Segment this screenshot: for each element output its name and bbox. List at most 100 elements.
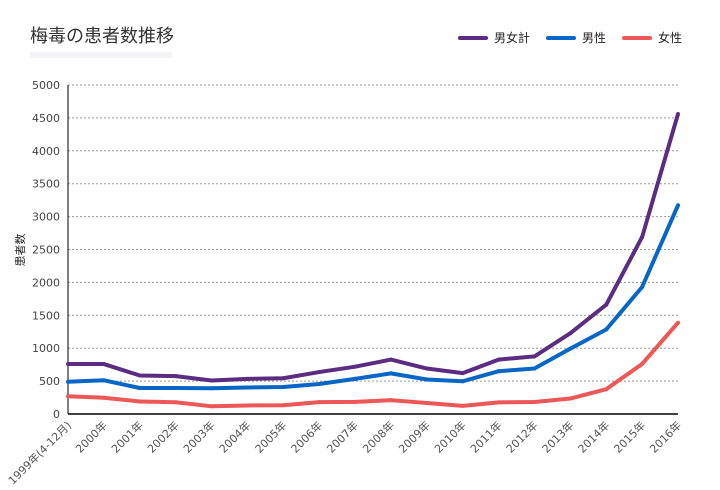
data-point <box>424 366 429 371</box>
data-point <box>137 386 142 391</box>
data-point <box>137 399 142 404</box>
data-point <box>460 403 465 408</box>
x-tick-label: 2009年 <box>395 418 432 455</box>
legend-swatch <box>545 35 576 40</box>
x-tick-label: 1999年(4-12月) <box>5 418 74 487</box>
data-point <box>604 302 609 307</box>
y-axis-label: 患者数 <box>14 234 27 267</box>
data-point <box>245 376 250 381</box>
data-point <box>640 285 645 290</box>
y-tick-label: 4500 <box>32 112 60 125</box>
data-point <box>317 381 322 386</box>
data-point <box>388 371 393 376</box>
legend-item-male[interactable]: 男性 <box>545 29 606 46</box>
data-point <box>353 364 358 369</box>
data-point <box>640 234 645 239</box>
data-point <box>173 385 178 390</box>
x-tick-label: 2007年 <box>324 418 361 455</box>
x-tick-label: 2013年 <box>539 418 576 455</box>
data-point <box>388 398 393 403</box>
x-tick-label: 2008年 <box>360 418 397 455</box>
y-tick-label: 5000 <box>32 79 60 92</box>
y-tick-label: 1500 <box>32 309 60 322</box>
legend: 男女計 男性 女性 <box>457 29 682 46</box>
series-line-女性 <box>67 321 680 409</box>
x-tick-label: 2015年 <box>611 418 648 455</box>
data-point <box>604 327 609 332</box>
legend-label: 女性 <box>657 31 682 45</box>
series-line-男性 <box>67 204 680 391</box>
x-tick-label: 2016年 <box>647 418 684 455</box>
data-point <box>281 403 286 408</box>
y-tick-label: 2000 <box>32 276 60 289</box>
chart-title: 梅毒の患者数推移 <box>30 26 174 47</box>
legend-label: 男女計 <box>493 31 530 45</box>
data-point <box>317 400 322 405</box>
y-tick-label: 0 <box>53 408 60 421</box>
data-point <box>317 370 322 375</box>
data-point <box>640 361 645 366</box>
data-point <box>532 354 537 359</box>
x-tick-label: 2010年 <box>431 418 468 455</box>
x-tick-label: 2000年 <box>73 418 110 455</box>
data-point <box>460 379 465 384</box>
x-tick-label: 2002年 <box>144 418 181 455</box>
data-point <box>568 346 573 351</box>
data-point <box>532 399 537 404</box>
data-point <box>101 378 106 383</box>
data-point <box>676 112 680 117</box>
data-point <box>173 400 178 405</box>
x-tick-label: 2003年 <box>180 418 217 455</box>
legend-swatch <box>621 35 652 40</box>
data-point <box>496 369 501 374</box>
data-point <box>424 377 429 382</box>
data-point <box>66 394 70 399</box>
y-tick-label: 3000 <box>32 211 60 224</box>
data-point <box>568 331 573 336</box>
y-tick-label: 500 <box>39 375 60 388</box>
data-point <box>137 373 142 378</box>
data-point <box>66 362 70 367</box>
data-point <box>101 362 106 367</box>
x-tick-label: 2011年 <box>467 418 504 455</box>
data-point <box>245 385 250 390</box>
data-point <box>353 376 358 381</box>
data-point <box>173 374 178 379</box>
legend-swatch <box>457 35 488 40</box>
data-point <box>66 379 70 384</box>
data-point <box>209 386 214 391</box>
x-tick-label: 2004年 <box>216 418 253 455</box>
data-point <box>281 376 286 381</box>
y-tick-label: 1000 <box>32 342 60 355</box>
x-tick-label: 2006年 <box>288 418 325 455</box>
data-point <box>353 399 358 404</box>
x-tick-label: 2005年 <box>252 418 289 455</box>
data-point <box>676 203 680 208</box>
y-tick-label: 2500 <box>32 244 60 257</box>
data-point <box>388 357 393 362</box>
legend-item-total[interactable]: 男女計 <box>457 29 530 46</box>
y-tick-label: 3500 <box>32 178 60 191</box>
data-point <box>209 378 214 383</box>
series-line-男女計 <box>68 113 680 383</box>
data-point <box>245 403 250 408</box>
title-underline <box>30 52 172 58</box>
data-point <box>101 395 106 400</box>
data-point <box>532 366 537 371</box>
data-point <box>604 387 609 392</box>
x-tick-label: 2012年 <box>503 418 540 455</box>
data-point <box>676 320 680 325</box>
data-point <box>568 396 573 401</box>
data-point <box>209 404 214 409</box>
x-tick-label: 2014年 <box>575 418 612 455</box>
data-point <box>496 357 501 362</box>
y-tick-label: 4000 <box>32 145 60 158</box>
data-point <box>496 400 501 405</box>
legend-label: 男性 <box>581 31 606 45</box>
data-point <box>460 371 465 376</box>
data-point <box>281 385 286 390</box>
data-point <box>424 401 429 406</box>
legend-item-female[interactable]: 女性 <box>621 29 682 46</box>
